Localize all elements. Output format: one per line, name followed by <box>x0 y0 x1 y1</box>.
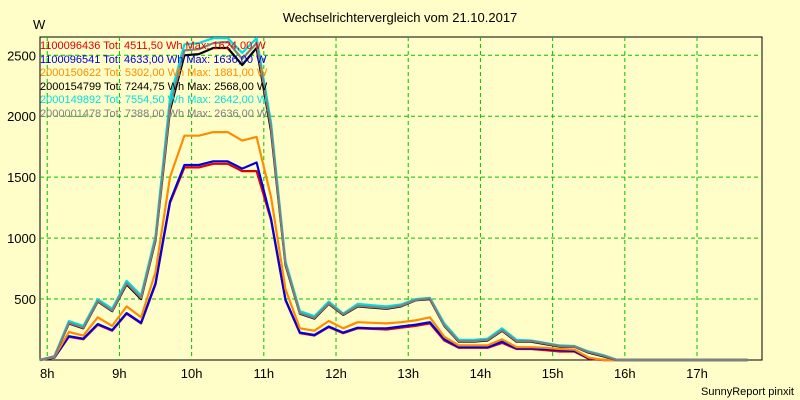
x-tick-label: 14h <box>470 366 492 381</box>
legend-entry-2000154799: 2000154799 Tot: 7244,75 Wh Max: 2568,00 … <box>40 80 268 93</box>
legend-entry-1100096436: 1100096436 Tot: 4511,50 Wh Max: 1624,00 … <box>40 40 266 52</box>
x-tick-label: 15h <box>542 366 564 381</box>
x-tick-label: 17h <box>686 366 708 381</box>
chart-title: Wechselrichtervergleich vom 21.10.2017 <box>282 10 518 25</box>
x-tick-label: 8h <box>40 366 54 381</box>
legend: 1100096436 Tot: 4511,50 Wh Max: 1624,00 … <box>40 40 267 121</box>
series-line-2000150622 <box>39 131 748 362</box>
legend-entry-2000150622: 2000150622 Tot: 5302,00 Wh Max: 1881,00 … <box>40 67 268 79</box>
y-tick-label: 500 <box>14 292 36 307</box>
footer-credit: SunnyReport pinxit <box>701 386 794 398</box>
series-line-1100096541 <box>39 160 748 362</box>
legend-entry-1100096541: 1100096541 Tot: 4633,00 Wh Max: 1636,00 … <box>40 53 267 66</box>
x-tick-label: 10h <box>181 366 203 381</box>
y-axis-unit: W <box>33 17 46 32</box>
plot-area <box>39 36 763 361</box>
x-tick-label: 12h <box>325 366 347 381</box>
y-tick-label: 1000 <box>7 231 36 246</box>
x-tick-label: 16h <box>614 366 636 381</box>
series-line-2000001478 <box>39 40 748 362</box>
x-tick-label: 13h <box>397 366 419 381</box>
x-tick-label: 11h <box>253 366 274 381</box>
legend-entry-2000001478: 2000001478 Tot: 7388,00 Wh Max: 2636,00 … <box>40 107 268 120</box>
legend-entry-2000149892: 2000149892 Tot: 7554,50 Wh Max: 2642,00 … <box>40 94 268 106</box>
y-tick-label: 2500 <box>7 48 36 63</box>
y-tick-label: 2000 <box>7 109 36 124</box>
y-tick-label: 1500 <box>7 170 36 185</box>
x-tick-label: 9h <box>112 366 126 381</box>
series-line-1100096436 <box>39 162 748 362</box>
